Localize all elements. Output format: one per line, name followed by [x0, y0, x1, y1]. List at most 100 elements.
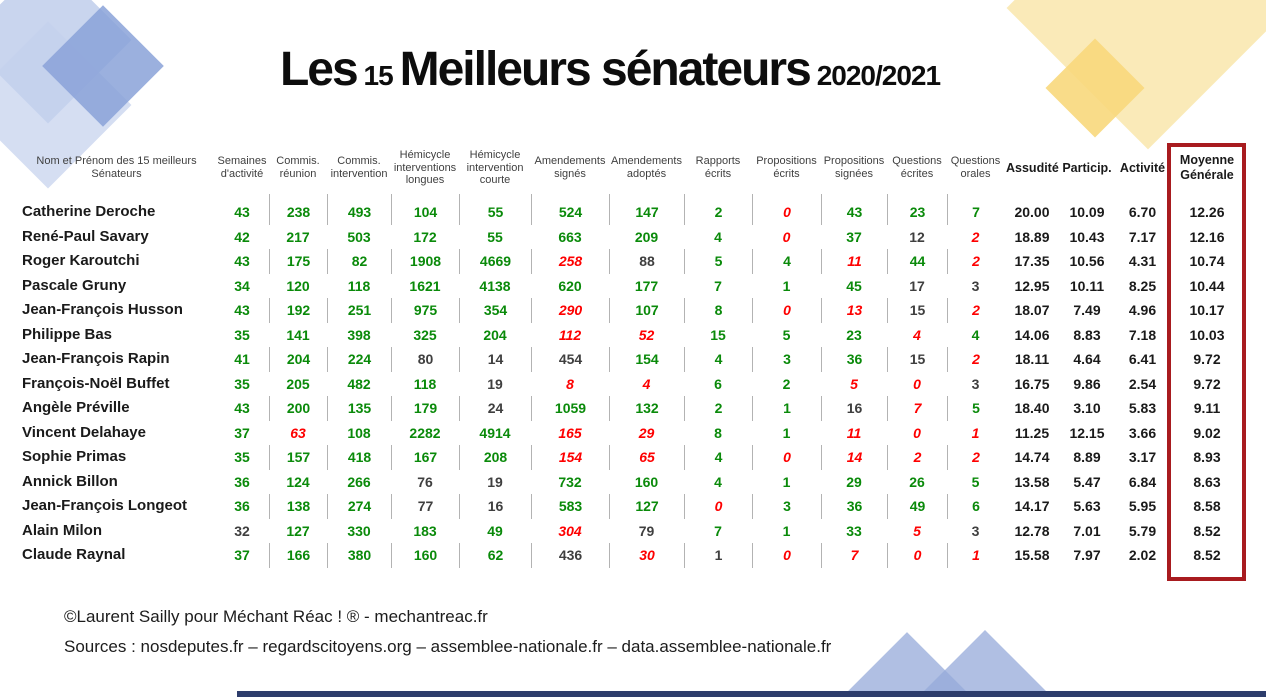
cell: 7.49 [1073, 302, 1101, 318]
cell: 4 [714, 228, 722, 245]
cell: 18.07 [1014, 302, 1050, 318]
cell: 154 [609, 347, 684, 372]
cell: 7 [714, 522, 722, 539]
cell: 16 [459, 494, 531, 519]
cell: 80 [391, 347, 459, 372]
cell: 4.96 [1128, 302, 1157, 318]
cell: 8.58 [1193, 498, 1221, 514]
cell: 4 [752, 249, 821, 274]
cell: 63 [290, 424, 306, 441]
cell: 8 [684, 298, 752, 323]
senator-name: Sophie Primas [22, 448, 127, 465]
header-tick [752, 194, 821, 200]
cell: 258 [531, 249, 609, 274]
cell: 43 [234, 204, 250, 220]
cell: 14.17 [1014, 498, 1050, 514]
cell: 35 [234, 375, 250, 392]
column-header-15: Activité [1119, 160, 1166, 175]
cell: 1 [684, 543, 752, 568]
cell: 10.56 [1069, 253, 1105, 269]
cell: 5 [782, 326, 791, 343]
column-header-7: Amendements adoptés [611, 155, 682, 180]
cell: 79 [638, 522, 655, 539]
cell: 204 [269, 347, 327, 372]
header-tick [391, 194, 459, 200]
cell: 37 [846, 228, 862, 245]
cell: 44 [887, 249, 947, 274]
cell: 11 [821, 249, 887, 274]
cell: 217 [286, 228, 310, 245]
cell: 4669 [459, 249, 531, 274]
senator-name: René-Paul Savary [22, 227, 149, 245]
bottom-navy-bar [237, 691, 1266, 697]
cell: 5.79 [1128, 522, 1157, 539]
cell: 49 [887, 494, 947, 519]
cell: 8.83 [1073, 326, 1101, 343]
column-header-11: Questions écrites [892, 155, 942, 180]
cell: 175 [269, 249, 327, 274]
senator-name: Vincent Delahaye [22, 423, 146, 441]
cell: 732 [558, 473, 582, 490]
cell: 418 [327, 445, 391, 470]
cell: 18.40 [1014, 400, 1050, 416]
cell: 4 [684, 445, 752, 470]
cell: 43 [234, 302, 250, 318]
table-row: Alain Milon 32 127 330 183 49 304 79 7 1 33 5 3 12.78… [18, 519, 1243, 544]
cell: 36 [821, 494, 887, 519]
cell: 6 [947, 494, 1004, 519]
table-header-row: Nom et Prénom des 15 meilleurs Sénateurs… [18, 142, 1243, 194]
header-tick [947, 194, 1004, 200]
cell: 4 [642, 375, 651, 392]
cell: 107 [609, 298, 684, 323]
cell: 3 [971, 277, 980, 294]
cell: 10.03 [1189, 326, 1225, 343]
cell: 9.72 [1193, 375, 1221, 392]
cell: 7 [714, 277, 722, 294]
cell: 330 [347, 522, 371, 539]
column-header-5: Hémicycle intervention courte [466, 148, 524, 187]
cell: 7.97 [1073, 547, 1101, 563]
cell: 166 [269, 543, 327, 568]
header-tick [684, 194, 752, 200]
cell: 524 [531, 200, 609, 225]
cell: 15.58 [1014, 547, 1050, 563]
cell: 127 [609, 494, 684, 519]
table-row: Pascale Gruny 34 120 118 1621 4138 620 177 7 1 45 1… [18, 274, 1243, 299]
cell: 43 [821, 200, 887, 225]
cell: 398 [347, 326, 371, 343]
cell: 2.54 [1128, 375, 1157, 392]
cell: 4.64 [1073, 351, 1101, 367]
column-header-13: Assudité [1006, 160, 1059, 175]
cell: 6.84 [1128, 473, 1157, 490]
cell: 0 [887, 543, 947, 568]
cell: 274 [327, 494, 391, 519]
cell: 42 [234, 228, 250, 245]
cell: 7 [821, 543, 887, 568]
cell: 8 [566, 375, 574, 392]
table-body: Catherine Deroche 43 238 493 104 55 524 147 2 0 43… [18, 200, 1243, 568]
column-header-14: Particip. [1062, 160, 1112, 175]
cell: 19 [487, 473, 503, 490]
cell: 6.70 [1128, 204, 1157, 220]
cell: 9.02 [1193, 424, 1221, 441]
cell: 16 [821, 396, 887, 421]
footer: ©Laurent Sailly pour Méchant Réac ! ® - … [64, 602, 831, 662]
cell: 238 [269, 200, 327, 225]
cell: 29 [846, 473, 862, 490]
cell: 36 [821, 347, 887, 372]
cell: 583 [531, 494, 609, 519]
cell: 290 [531, 298, 609, 323]
cell: 304 [558, 522, 582, 539]
table-row: Sophie Primas 35 157 418 167 208 154 65 4 0 14 2 2 14… [18, 445, 1243, 470]
column-header-8: Rapports écrits [695, 155, 741, 180]
cell: 160 [634, 473, 659, 490]
cell: 15 [710, 326, 726, 343]
cell: 37 [234, 424, 250, 441]
cell: 482 [347, 375, 371, 392]
cell: 2 [887, 445, 947, 470]
cell: 0 [782, 228, 791, 245]
cell: 18.11 [1014, 351, 1050, 367]
cell: 24 [459, 396, 531, 421]
cell: 224 [327, 347, 391, 372]
footer-credit-line: ©Laurent Sailly pour Méchant Réac ! ® - … [64, 607, 488, 626]
